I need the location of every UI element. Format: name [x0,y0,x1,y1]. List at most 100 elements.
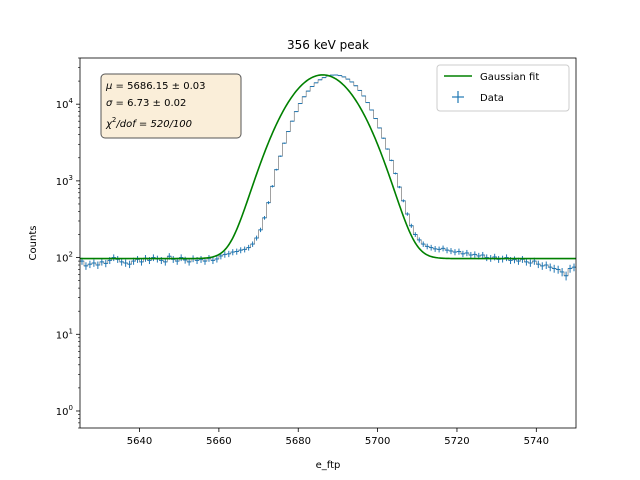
data-point [242,246,247,253]
data-point [187,258,192,266]
data-point [365,102,370,104]
data-point [234,248,239,255]
data-point [87,260,92,269]
data-point [512,256,517,264]
data-point [437,246,442,253]
data-point [266,201,271,205]
data-point [397,185,402,189]
data-point [278,155,283,157]
fit-parameters-box: μ = 5686.15 ± 0.03 σ = 6.73 ± 0.02 χ2/do… [100,73,242,139]
data-point [393,172,398,175]
data-point [222,251,227,258]
data-point [460,250,465,258]
data-point [226,250,231,258]
data-point [199,256,204,263]
data-point [564,271,569,281]
data-point [548,263,553,272]
data-point [139,258,144,266]
data-point [179,254,184,262]
data-point [385,148,390,150]
chart-title: 356 keV peak [287,38,369,52]
data-point [274,168,279,171]
data-point [310,86,315,88]
data-point [468,251,473,259]
y-tick-label: 100 [56,404,73,418]
data-point [361,95,366,97]
x-tick-label: 5640 [127,436,152,447]
chi2-annotation: χ2/dof = 520/100 [105,116,192,130]
legend: Gaussian fit Data [436,64,570,112]
data-point [556,265,561,274]
sigma-annotation: σ = 6.73 ± 0.02 [106,98,186,109]
data-point [524,258,529,266]
data-point [377,127,382,129]
data-point [536,260,541,269]
data-point [294,111,299,113]
data-point [250,241,255,247]
data-point [298,103,303,105]
data-point [111,254,116,262]
y-tick-label: 103 [56,174,73,188]
legend-data-swatch [452,91,464,103]
data-point [290,120,295,122]
data-point [381,137,386,139]
x-axis-label: e_ftp [316,460,341,471]
legend-fit-label: Gaussian fit [480,72,539,83]
data-point [203,257,207,265]
data-point [286,131,291,133]
y-tick-label: 102 [56,251,73,265]
data-point [528,259,533,267]
data-point [373,118,378,120]
data-point [449,248,453,255]
data-point [572,263,576,272]
data-point [401,199,406,203]
data-point [441,245,446,252]
data-point [103,259,108,268]
data-point [254,235,259,241]
data-point [353,85,358,87]
data-point [230,249,235,256]
data-point [480,251,485,259]
x-tick-label: 5660 [206,436,231,447]
data-point [163,258,168,266]
x-tick-label: 5680 [286,436,311,447]
x-tick-label: 5700 [365,436,390,447]
legend-data-label: Data [480,93,504,104]
data-point [405,212,410,216]
data-point [560,268,565,277]
data-point [445,247,450,254]
data-point [484,254,489,262]
data-point [456,248,461,255]
data-point [409,223,414,228]
data-point [472,251,477,258]
y-tick-label: 104 [56,97,74,111]
data-point [452,249,457,256]
data-point [552,264,557,273]
data-point [246,244,251,251]
data-point [433,246,438,252]
data-point [568,264,573,273]
data-point [357,89,362,91]
data-point [429,244,434,251]
data-point [151,254,156,262]
data-point [262,216,267,220]
x-tick-label: 5740 [524,436,549,447]
data-point [127,260,132,269]
y-tick-label: 101 [56,327,73,341]
y-axis-label: Counts [28,226,39,261]
data-point [123,259,128,267]
data-point [464,249,469,257]
gaussian-fit-line [80,74,576,260]
data-point [95,261,100,269]
data-point [270,185,275,188]
data-point [258,227,263,233]
data-point [413,232,418,237]
data-point [91,259,96,267]
data-point [389,159,394,162]
data-point [282,142,287,144]
data-point [119,258,124,266]
data-point [425,243,430,250]
data-point [99,258,104,266]
data-point [306,90,311,92]
